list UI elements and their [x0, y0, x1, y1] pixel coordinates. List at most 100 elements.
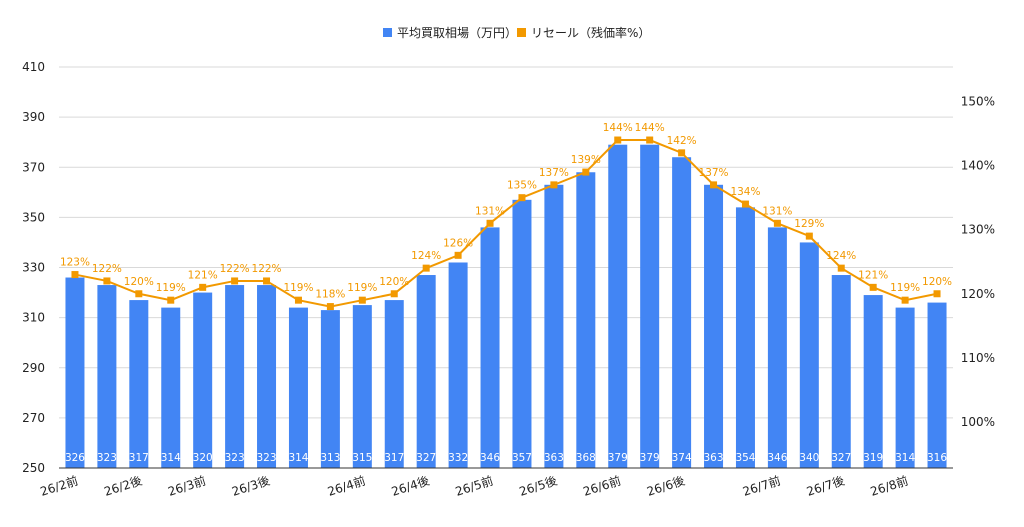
x-tick-label: 26/7前	[741, 473, 783, 499]
bar	[735, 207, 755, 468]
x-tick-label: 26/8前	[868, 473, 910, 499]
line-point	[390, 290, 398, 298]
bar-value-label: 327	[831, 452, 851, 464]
bar	[65, 277, 85, 468]
bar-value-label: 315	[352, 452, 372, 464]
line-point	[805, 232, 813, 240]
bar-value-label: 314	[161, 452, 181, 464]
line-value-label: 119%	[283, 282, 313, 294]
line-point	[422, 264, 430, 272]
line-point	[71, 271, 79, 279]
bar	[384, 300, 404, 468]
y-left-tick-label: 350	[22, 210, 45, 224]
bar-value-label: 316	[927, 452, 947, 464]
bar-value-label: 314	[288, 452, 308, 464]
line-value-label: 120%	[379, 276, 409, 288]
legend-label-line: リセール（残価率%）	[531, 25, 650, 40]
bar	[576, 172, 596, 468]
bar-value-label: 323	[225, 452, 245, 464]
y-left-tick-label: 290	[22, 361, 45, 375]
line-point	[103, 277, 111, 285]
x-tick-label: 26/4後	[390, 474, 431, 499]
line-value-label: 129%	[794, 218, 824, 230]
bar	[225, 285, 245, 468]
line-value-label: 134%	[730, 186, 760, 198]
bar-value-label: 363	[544, 452, 564, 464]
bar-value-label: 346	[767, 452, 787, 464]
bar-value-label: 323	[97, 452, 117, 464]
line-value-label: 142%	[667, 135, 697, 147]
line-point	[358, 296, 366, 304]
bar	[863, 295, 883, 468]
y-left-tick-label: 310	[22, 311, 45, 325]
line-point	[518, 194, 526, 202]
line-value-label: 120%	[124, 276, 154, 288]
bar	[193, 292, 213, 468]
bar-value-label: 313	[320, 452, 340, 464]
line-value-label: 120%	[922, 276, 952, 288]
line-point	[550, 181, 558, 189]
line-path	[74, 139, 938, 308]
line-point	[326, 303, 334, 311]
y-left-tick-label: 270	[22, 411, 45, 425]
legend-swatch-line	[517, 28, 526, 37]
x-tick-label: 26/2前	[38, 473, 80, 499]
line-point	[231, 277, 239, 285]
line-point	[933, 290, 941, 298]
bar-value-label: 374	[672, 452, 692, 464]
line-value-label: 131%	[762, 205, 792, 217]
line-value-label: 126%	[443, 237, 473, 249]
legend-label-bar: 平均買取相場（万円）	[397, 26, 517, 40]
y-right-tick-label: 130%	[961, 223, 995, 237]
y-left-tick-label: 250	[22, 461, 45, 475]
line-value-label: 139%	[571, 154, 601, 166]
line-value-label: 124%	[411, 250, 441, 262]
line-value-label: 122%	[220, 263, 250, 275]
line-point	[901, 296, 909, 304]
line-value-label: 144%	[603, 122, 633, 134]
line-value-label: 119%	[890, 282, 920, 294]
y-left-tick-label: 370	[22, 160, 45, 174]
bar-value-label: 379	[608, 452, 628, 464]
bar-value-label: 317	[384, 452, 404, 464]
legend: 平均買取相場（万円） リセール（残価率%）	[383, 25, 650, 40]
y-right-tick-label: 100%	[961, 415, 995, 429]
line-point	[135, 290, 143, 298]
line-value-label: 124%	[826, 250, 856, 262]
bar	[161, 307, 181, 468]
line-value-label: 119%	[347, 282, 377, 294]
x-tick-label: 26/5前	[453, 473, 495, 499]
bar	[704, 184, 724, 468]
bar-value-label: 354	[735, 452, 755, 464]
bar-value-label: 346	[480, 452, 500, 464]
bar	[512, 199, 532, 469]
line-value-label: 123%	[60, 257, 90, 269]
gridlines	[59, 66, 953, 419]
y-right-tick-label: 150%	[961, 95, 995, 109]
bar-value-label: 379	[640, 452, 660, 464]
y-left-tick-label: 410	[22, 60, 45, 74]
bar	[480, 227, 500, 468]
bar-value-label: 340	[799, 452, 819, 464]
line-point	[614, 136, 622, 144]
line-value-label: 144%	[635, 122, 665, 134]
bar-value-label: 317	[129, 452, 149, 464]
bar	[640, 144, 660, 468]
bar	[799, 242, 819, 468]
line-point	[646, 136, 654, 144]
bar	[767, 227, 787, 468]
line-value-label: 135%	[507, 180, 537, 192]
line-value-label: 137%	[539, 167, 569, 179]
bar-value-label: 314	[895, 452, 915, 464]
bar-value-label: 327	[416, 452, 436, 464]
line-value-label: 122%	[92, 263, 122, 275]
bar	[448, 262, 468, 468]
y-left-tick-label: 330	[22, 261, 45, 275]
bar-value-label: 368	[576, 452, 596, 464]
bar-value-label: 319	[863, 452, 883, 464]
bar-value-label: 326	[65, 452, 85, 464]
bar	[320, 310, 340, 468]
bar	[831, 275, 851, 468]
bar-value-label: 332	[448, 452, 468, 464]
